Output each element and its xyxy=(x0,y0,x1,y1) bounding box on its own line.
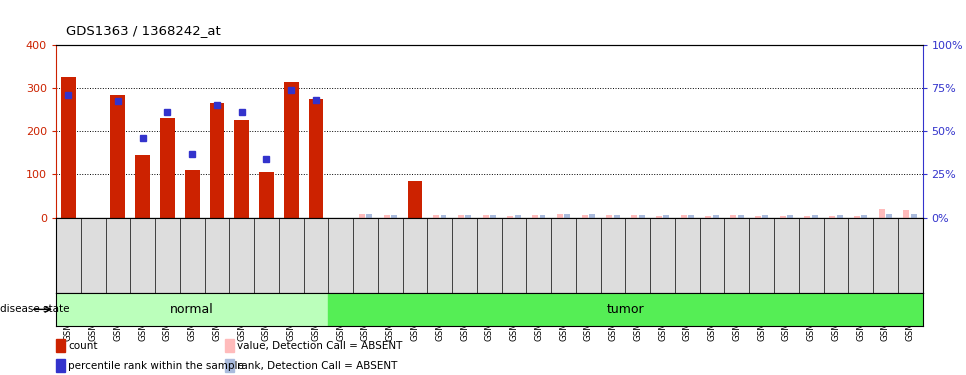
Text: GDS1363 / 1368242_at: GDS1363 / 1368242_at xyxy=(66,24,220,38)
Bar xyxy=(903,210,909,218)
Bar xyxy=(210,103,224,218)
Bar xyxy=(582,215,587,217)
Bar xyxy=(754,216,761,217)
Bar xyxy=(328,292,923,326)
Text: disease state: disease state xyxy=(0,304,70,314)
Bar xyxy=(391,215,397,217)
Bar xyxy=(56,339,65,352)
Bar xyxy=(829,216,836,217)
Text: count: count xyxy=(68,341,98,351)
Bar xyxy=(483,215,489,217)
Text: normal: normal xyxy=(170,303,214,316)
Bar xyxy=(135,155,150,218)
Bar xyxy=(631,215,638,217)
Bar xyxy=(688,215,694,217)
Bar xyxy=(235,120,249,218)
Bar xyxy=(366,214,372,217)
Bar xyxy=(607,215,612,217)
Bar xyxy=(185,170,200,217)
Bar xyxy=(805,216,810,217)
Bar xyxy=(507,216,513,217)
Bar xyxy=(886,214,892,217)
Bar xyxy=(56,292,328,326)
Bar xyxy=(556,214,563,217)
Bar xyxy=(564,214,570,217)
Text: value, Detection Call = ABSENT: value, Detection Call = ABSENT xyxy=(238,341,403,351)
Bar xyxy=(440,215,446,217)
Bar xyxy=(862,215,867,217)
Bar xyxy=(681,215,687,217)
Bar xyxy=(811,215,818,217)
Bar xyxy=(713,215,719,217)
Bar xyxy=(730,215,736,217)
Bar xyxy=(613,215,620,217)
Bar xyxy=(705,216,711,217)
Text: tumor: tumor xyxy=(607,303,644,316)
Text: percentile rank within the sample: percentile rank within the sample xyxy=(68,362,244,371)
Bar xyxy=(225,359,234,372)
Bar xyxy=(61,77,76,218)
Bar xyxy=(540,215,546,217)
Bar xyxy=(738,215,744,217)
Bar xyxy=(408,181,422,218)
Bar xyxy=(762,215,768,217)
Bar xyxy=(589,214,595,217)
Bar xyxy=(787,215,793,217)
Bar xyxy=(384,215,389,217)
Bar xyxy=(110,94,126,218)
Bar xyxy=(225,339,234,352)
Bar xyxy=(490,215,496,217)
Bar xyxy=(656,216,662,217)
Bar xyxy=(639,215,644,217)
Bar xyxy=(837,215,842,217)
Bar xyxy=(458,215,464,217)
Bar xyxy=(911,214,917,217)
Bar xyxy=(879,209,885,218)
Bar xyxy=(56,359,65,372)
Bar xyxy=(308,99,324,218)
Text: rank, Detection Call = ABSENT: rank, Detection Call = ABSENT xyxy=(238,362,398,371)
Bar xyxy=(664,215,669,217)
Bar xyxy=(515,215,521,217)
Bar xyxy=(532,215,538,217)
Bar xyxy=(433,215,439,217)
Bar xyxy=(854,216,860,217)
Bar xyxy=(358,214,365,217)
Bar xyxy=(780,216,785,217)
Bar xyxy=(259,172,274,217)
Bar xyxy=(466,215,471,217)
Bar xyxy=(160,118,175,218)
Bar xyxy=(284,82,298,218)
